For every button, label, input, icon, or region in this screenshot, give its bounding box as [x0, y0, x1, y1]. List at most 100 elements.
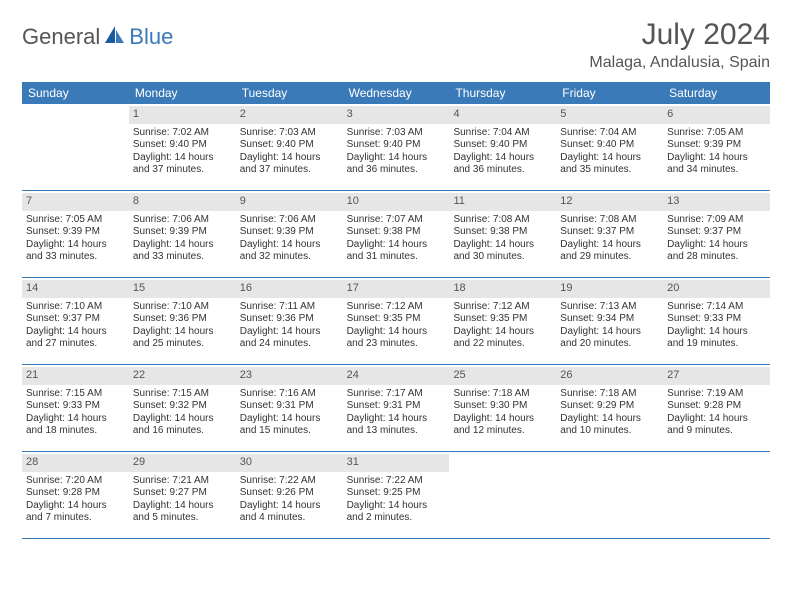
daylight-line: Daylight: 14 hours — [560, 152, 659, 165]
day-number: 16 — [236, 280, 343, 298]
sunset-line: Sunset: 9:39 PM — [667, 139, 766, 152]
day-number: 6 — [663, 106, 770, 124]
daylight-line: and 28 minutes. — [667, 251, 766, 264]
brand-text-blue: Blue — [129, 24, 173, 50]
week-row: 1Sunrise: 7:02 AMSunset: 9:40 PMDaylight… — [22, 104, 770, 191]
calendar-cell: 21Sunrise: 7:15 AMSunset: 9:33 PMDayligh… — [22, 365, 129, 451]
sunset-line: Sunset: 9:36 PM — [133, 313, 232, 326]
daylight-line: and 12 minutes. — [453, 425, 552, 438]
day-number: 20 — [663, 280, 770, 298]
daylight-line: Daylight: 14 hours — [667, 239, 766, 252]
sunrise-line: Sunrise: 7:06 AM — [240, 214, 339, 227]
sunrise-line: Sunrise: 7:03 AM — [347, 127, 446, 140]
daylight-line: and 18 minutes. — [26, 425, 125, 438]
sunset-line: Sunset: 9:40 PM — [453, 139, 552, 152]
calendar-cell: 14Sunrise: 7:10 AMSunset: 9:37 PMDayligh… — [22, 278, 129, 364]
day-number: 17 — [343, 280, 450, 298]
daylight-line: and 16 minutes. — [133, 425, 232, 438]
calendar-cell: 7Sunrise: 7:05 AMSunset: 9:39 PMDaylight… — [22, 191, 129, 277]
sunset-line: Sunset: 9:31 PM — [240, 400, 339, 413]
daylight-line: Daylight: 14 hours — [453, 413, 552, 426]
daylight-line: and 15 minutes. — [240, 425, 339, 438]
calendar-cell: 17Sunrise: 7:12 AMSunset: 9:35 PMDayligh… — [343, 278, 450, 364]
week-row: 21Sunrise: 7:15 AMSunset: 9:33 PMDayligh… — [22, 365, 770, 452]
calendar-cell: 4Sunrise: 7:04 AMSunset: 9:40 PMDaylight… — [449, 104, 556, 190]
day-number: 25 — [449, 367, 556, 385]
calendar-cell: 29Sunrise: 7:21 AMSunset: 9:27 PMDayligh… — [129, 452, 236, 538]
calendar-cell: 6Sunrise: 7:05 AMSunset: 9:39 PMDaylight… — [663, 104, 770, 190]
sunset-line: Sunset: 9:27 PM — [133, 487, 232, 500]
sunset-line: Sunset: 9:30 PM — [453, 400, 552, 413]
calendar: SundayMondayTuesdayWednesdayThursdayFrid… — [22, 82, 770, 539]
calendar-cell: 8Sunrise: 7:06 AMSunset: 9:39 PMDaylight… — [129, 191, 236, 277]
sunset-line: Sunset: 9:25 PM — [347, 487, 446, 500]
daylight-line: and 36 minutes. — [453, 164, 552, 177]
sunrise-line: Sunrise: 7:03 AM — [240, 127, 339, 140]
daylight-line: Daylight: 14 hours — [240, 239, 339, 252]
daylight-line: Daylight: 14 hours — [26, 326, 125, 339]
calendar-cell: 9Sunrise: 7:06 AMSunset: 9:39 PMDaylight… — [236, 191, 343, 277]
sunrise-line: Sunrise: 7:21 AM — [133, 475, 232, 488]
daylight-line: and 9 minutes. — [667, 425, 766, 438]
calendar-cell: 27Sunrise: 7:19 AMSunset: 9:28 PMDayligh… — [663, 365, 770, 451]
daylight-line: and 29 minutes. — [560, 251, 659, 264]
sunrise-line: Sunrise: 7:20 AM — [26, 475, 125, 488]
daylight-line: and 23 minutes. — [347, 338, 446, 351]
day-number: 23 — [236, 367, 343, 385]
daylight-line: Daylight: 14 hours — [26, 413, 125, 426]
calendar-cell: 12Sunrise: 7:08 AMSunset: 9:37 PMDayligh… — [556, 191, 663, 277]
daylight-line: Daylight: 14 hours — [26, 239, 125, 252]
daylight-line: Daylight: 14 hours — [667, 413, 766, 426]
daylight-line: and 25 minutes. — [133, 338, 232, 351]
daylight-line: Daylight: 14 hours — [347, 326, 446, 339]
day-number: 30 — [236, 454, 343, 472]
daylight-line: Daylight: 14 hours — [133, 239, 232, 252]
sunrise-line: Sunrise: 7:14 AM — [667, 301, 766, 314]
daylight-line: and 36 minutes. — [347, 164, 446, 177]
day-header: Wednesday — [343, 82, 450, 104]
day-number: 24 — [343, 367, 450, 385]
calendar-cell: 22Sunrise: 7:15 AMSunset: 9:32 PMDayligh… — [129, 365, 236, 451]
sunset-line: Sunset: 9:39 PM — [26, 226, 125, 239]
daylight-line: and 7 minutes. — [26, 512, 125, 525]
day-header: Sunday — [22, 82, 129, 104]
sunrise-line: Sunrise: 7:10 AM — [133, 301, 232, 314]
calendar-cell: 2Sunrise: 7:03 AMSunset: 9:40 PMDaylight… — [236, 104, 343, 190]
calendar-cell: 26Sunrise: 7:18 AMSunset: 9:29 PMDayligh… — [556, 365, 663, 451]
sunrise-line: Sunrise: 7:12 AM — [347, 301, 446, 314]
sunrise-line: Sunrise: 7:11 AM — [240, 301, 339, 314]
sunset-line: Sunset: 9:34 PM — [560, 313, 659, 326]
day-number: 2 — [236, 106, 343, 124]
sunrise-line: Sunrise: 7:07 AM — [347, 214, 446, 227]
daylight-line: Daylight: 14 hours — [347, 239, 446, 252]
sunrise-line: Sunrise: 7:04 AM — [453, 127, 552, 140]
sunset-line: Sunset: 9:37 PM — [667, 226, 766, 239]
sunset-line: Sunset: 9:37 PM — [560, 226, 659, 239]
calendar-cell: 18Sunrise: 7:12 AMSunset: 9:35 PMDayligh… — [449, 278, 556, 364]
calendar-cell: 25Sunrise: 7:18 AMSunset: 9:30 PMDayligh… — [449, 365, 556, 451]
sunset-line: Sunset: 9:39 PM — [133, 226, 232, 239]
sunset-line: Sunset: 9:33 PM — [26, 400, 125, 413]
day-number: 7 — [22, 193, 129, 211]
daylight-line: Daylight: 14 hours — [560, 239, 659, 252]
calendar-cell: 10Sunrise: 7:07 AMSunset: 9:38 PMDayligh… — [343, 191, 450, 277]
week-row: 28Sunrise: 7:20 AMSunset: 9:28 PMDayligh… — [22, 452, 770, 539]
sunrise-line: Sunrise: 7:15 AM — [133, 388, 232, 401]
day-header: Monday — [129, 82, 236, 104]
calendar-cell: 5Sunrise: 7:04 AMSunset: 9:40 PMDaylight… — [556, 104, 663, 190]
daylight-line: and 10 minutes. — [560, 425, 659, 438]
sunset-line: Sunset: 9:40 PM — [240, 139, 339, 152]
sail-icon — [104, 25, 126, 50]
calendar-cell: 20Sunrise: 7:14 AMSunset: 9:33 PMDayligh… — [663, 278, 770, 364]
daylight-line: Daylight: 14 hours — [133, 413, 232, 426]
calendar-cell: 31Sunrise: 7:22 AMSunset: 9:25 PMDayligh… — [343, 452, 450, 538]
daylight-line: and 30 minutes. — [453, 251, 552, 264]
daylight-line: and 20 minutes. — [560, 338, 659, 351]
sunrise-line: Sunrise: 7:22 AM — [347, 475, 446, 488]
day-number: 10 — [343, 193, 450, 211]
day-number: 26 — [556, 367, 663, 385]
calendar-cell — [556, 452, 663, 538]
daylight-line: and 2 minutes. — [347, 512, 446, 525]
week-row: 14Sunrise: 7:10 AMSunset: 9:37 PMDayligh… — [22, 278, 770, 365]
calendar-cell — [22, 104, 129, 190]
